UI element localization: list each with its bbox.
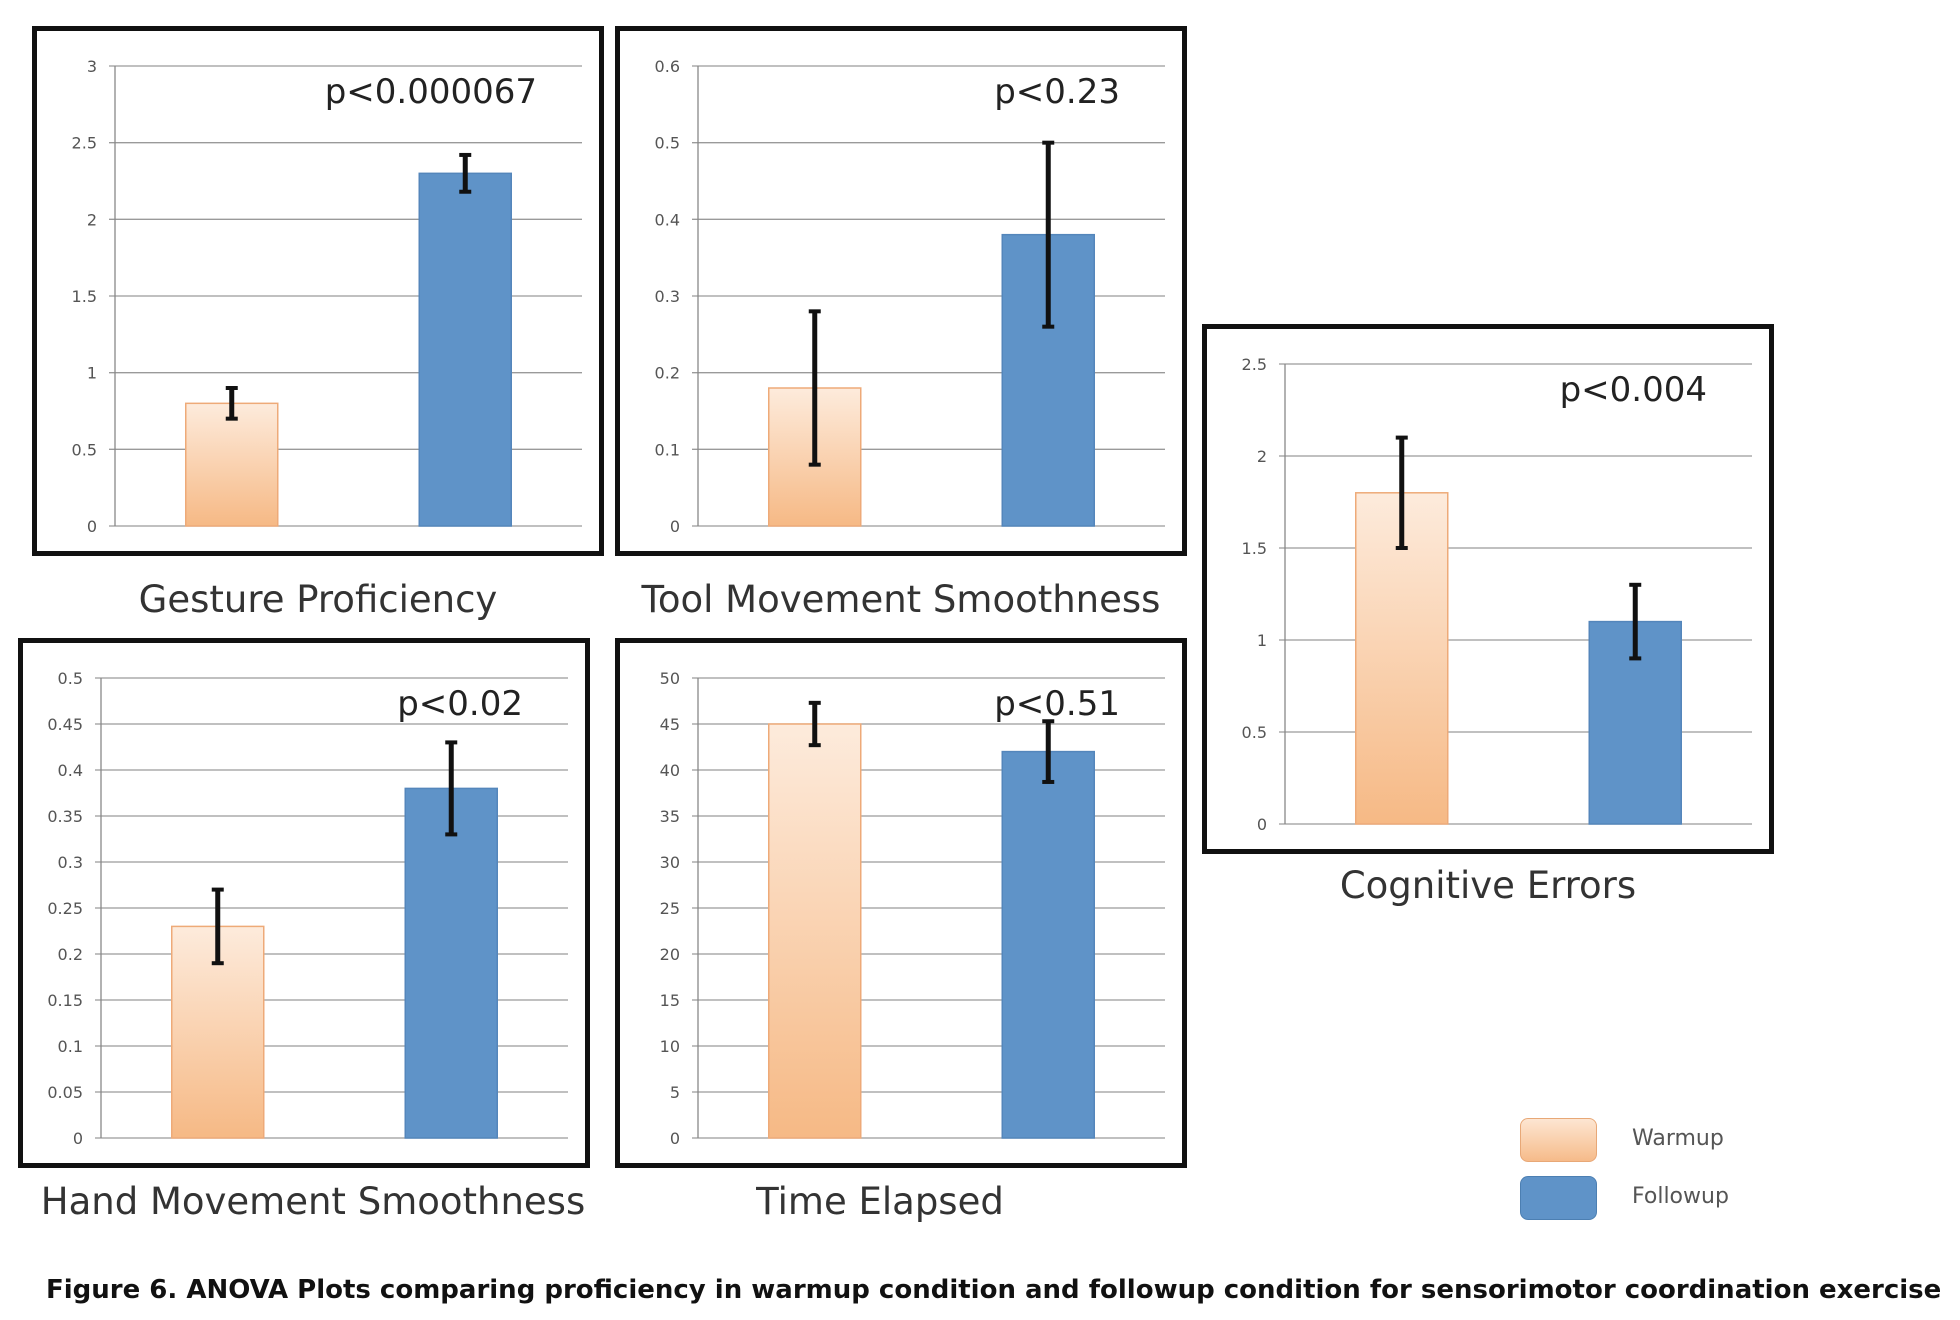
y-tick-label-hand-movement-smoothness: 0.1 xyxy=(58,1037,83,1056)
y-tick-label-time-elapsed: 10 xyxy=(660,1037,680,1056)
chart-title-tool-movement-smoothness: Tool Movement Smoothness xyxy=(641,578,1161,621)
chart-panel-time-elapsed: 0 5 10 15 20 25 30 35 40 45 50 p<0.51 xyxy=(615,638,1187,1168)
legend-swatch-followup xyxy=(1520,1176,1597,1220)
chart-svg-time-elapsed: 0 5 10 15 20 25 30 35 40 45 50 p<0.51 xyxy=(660,669,1165,1148)
y-tick-label-gesture-proficiency: 0 xyxy=(87,517,97,536)
y-tick-label-hand-movement-smoothness: 0.05 xyxy=(47,1083,83,1102)
y-tick-label-gesture-proficiency: 1.5 xyxy=(72,287,97,306)
chart-panel-tool-movement-smoothness: 0 0.1 0.2 0.3 0.4 0.5 0.6 p<0.23 xyxy=(615,26,1187,556)
chart-panel-hand-movement-smoothness: 0 0.05 0.1 0.15 0.2 0.25 0.3 0.35 0.4 0.45 0.5 p<0.… xyxy=(18,638,590,1168)
chart-title-cognitive-errors: Cognitive Errors xyxy=(1339,864,1637,907)
p-value-annotation-cognitive-errors: p<0.004 xyxy=(1560,370,1707,410)
y-tick-label-tool-movement-smoothness: 0.4 xyxy=(655,210,680,229)
y-tick-label-tool-movement-smoothness: 0 xyxy=(670,517,680,536)
y-tick-label-cognitive-errors: 0.5 xyxy=(1242,723,1267,742)
chart-panel-gesture-proficiency: 0 0.5 1 1.5 2 2.5 3 p<0.000067 xyxy=(32,26,604,556)
y-tick-label-hand-movement-smoothness: 0.15 xyxy=(47,991,83,1010)
bar-followup-hand-movement-smoothness xyxy=(404,787,498,1139)
y-tick-label-time-elapsed: 50 xyxy=(660,669,680,688)
y-tick-label-tool-movement-smoothness: 0.3 xyxy=(655,287,680,306)
y-tick-label-gesture-proficiency: 1 xyxy=(87,364,97,383)
y-tick-label-cognitive-errors: 0 xyxy=(1257,815,1267,834)
legend-label-followup: Followup xyxy=(1632,1184,1729,1209)
y-tick-label-time-elapsed: 35 xyxy=(660,807,680,826)
bar-warmup-gesture-proficiency xyxy=(185,402,279,527)
p-value-annotation-gesture-proficiency: p<0.000067 xyxy=(325,72,537,112)
y-tick-label-hand-movement-smoothness: 0.2 xyxy=(58,945,83,964)
y-tick-label-tool-movement-smoothness: 0.2 xyxy=(655,364,680,383)
y-tick-label-cognitive-errors: 2 xyxy=(1257,447,1267,466)
y-tick-label-gesture-proficiency: 0.5 xyxy=(72,440,97,459)
y-tick-label-cognitive-errors: 1.5 xyxy=(1242,539,1267,558)
y-tick-label-cognitive-errors: 2.5 xyxy=(1242,355,1267,374)
chart-panel-cognitive-errors: 0 0.5 1 1.5 2 2.5 p<0.004 xyxy=(1202,324,1774,854)
y-tick-label-time-elapsed: 25 xyxy=(660,899,680,918)
y-tick-label-hand-movement-smoothness: 0 xyxy=(73,1129,83,1148)
legend-swatch-warmup xyxy=(1520,1118,1597,1162)
y-tick-label-time-elapsed: 30 xyxy=(660,853,680,872)
y-tick-label-time-elapsed: 20 xyxy=(660,945,680,964)
y-tick-label-hand-movement-smoothness: 0.4 xyxy=(58,761,83,780)
chart-svg-hand-movement-smoothness: 0 0.05 0.1 0.15 0.2 0.25 0.3 0.35 0.4 0.45 0.5 p<0.… xyxy=(47,669,568,1148)
y-tick-label-hand-movement-smoothness: 0.5 xyxy=(58,669,83,688)
y-tick-label-hand-movement-smoothness: 0.45 xyxy=(47,715,83,734)
y-tick-label-tool-movement-smoothness: 0.5 xyxy=(655,134,680,153)
y-tick-label-time-elapsed: 15 xyxy=(660,991,680,1010)
legend-label-warmup: Warmup xyxy=(1632,1126,1724,1151)
y-tick-label-tool-movement-smoothness: 0.1 xyxy=(655,440,680,459)
y-tick-label-gesture-proficiency: 2 xyxy=(87,210,97,229)
p-value-annotation-time-elapsed: p<0.51 xyxy=(994,684,1120,724)
chart-svg-gesture-proficiency: 0 0.5 1 1.5 2 2.5 3 p<0.000067 xyxy=(72,57,582,536)
y-tick-label-hand-movement-smoothness: 0.3 xyxy=(58,853,83,872)
y-tick-label-cognitive-errors: 1 xyxy=(1257,631,1267,650)
p-value-annotation-tool-movement-smoothness: p<0.23 xyxy=(994,72,1120,112)
chart-title-time-elapsed: Time Elapsed xyxy=(756,1180,1004,1223)
figure-caption: Figure 6. ANOVA Plots comparing proficie… xyxy=(46,1275,1942,1305)
y-tick-label-hand-movement-smoothness: 0.35 xyxy=(47,807,83,826)
y-tick-label-hand-movement-smoothness: 0.25 xyxy=(47,899,83,918)
y-tick-label-time-elapsed: 5 xyxy=(670,1083,680,1102)
y-tick-label-gesture-proficiency: 2.5 xyxy=(72,134,97,153)
y-tick-label-tool-movement-smoothness: 0.6 xyxy=(655,57,680,76)
chart-svg-cognitive-errors: 0 0.5 1 1.5 2 2.5 p<0.004 xyxy=(1242,355,1752,834)
y-tick-label-time-elapsed: 45 xyxy=(660,715,680,734)
chart-title-gesture-proficiency: Gesture Proficiency xyxy=(138,578,498,621)
chart-svg-tool-movement-smoothness: 0 0.1 0.2 0.3 0.4 0.5 0.6 p<0.23 xyxy=(655,57,1165,536)
y-tick-label-gesture-proficiency: 3 xyxy=(87,57,97,76)
y-tick-label-time-elapsed: 0 xyxy=(670,1129,680,1148)
p-value-annotation-hand-movement-smoothness: p<0.02 xyxy=(397,684,523,724)
y-tick-label-time-elapsed: 40 xyxy=(660,761,680,780)
chart-title-hand-movement-smoothness: Hand Movement Smoothness xyxy=(40,1180,586,1223)
bar-warmup-time-elapsed xyxy=(768,723,862,1139)
bar-followup-gesture-proficiency xyxy=(418,172,512,527)
bar-followup-time-elapsed xyxy=(1001,750,1095,1139)
